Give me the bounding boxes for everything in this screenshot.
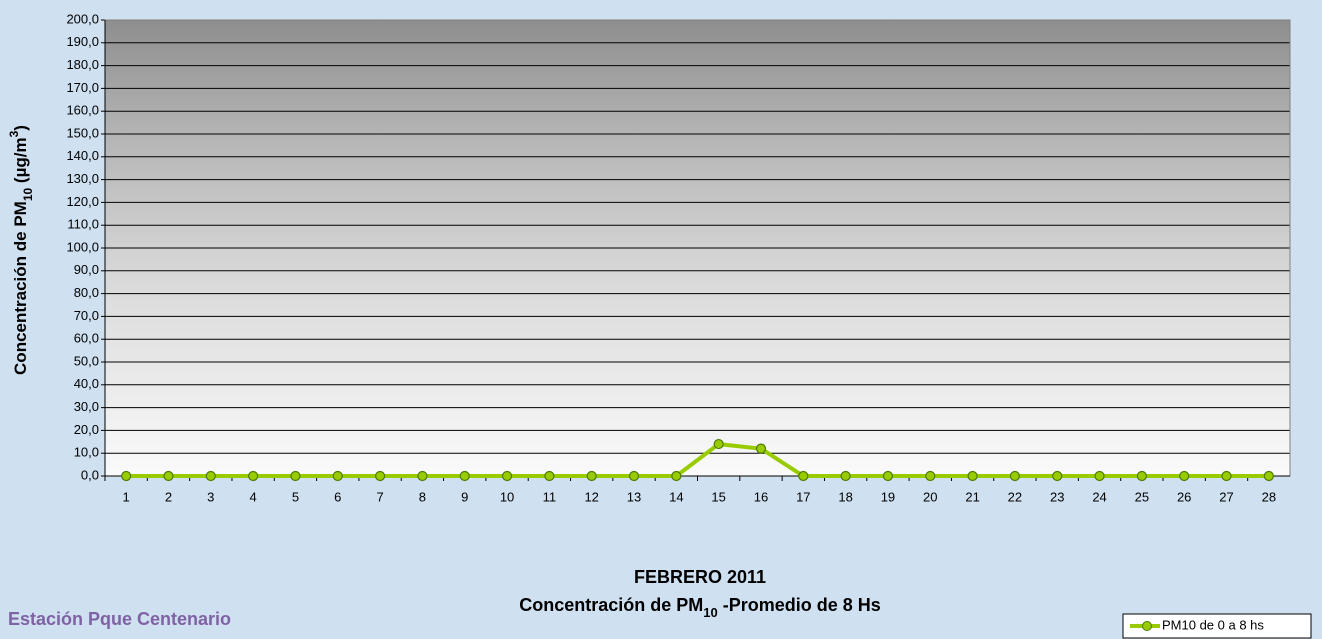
data-point — [883, 472, 892, 481]
data-point — [122, 472, 131, 481]
x-tick-label: 5 — [292, 489, 299, 504]
data-point — [968, 472, 977, 481]
x-tick-label: 19 — [881, 489, 895, 504]
y-tick-label: 50,0 — [74, 353, 99, 368]
data-point — [333, 472, 342, 481]
data-point — [1053, 472, 1062, 481]
y-tick-label: 100,0 — [66, 239, 99, 254]
x-tick-label: 26 — [1177, 489, 1191, 504]
data-point — [1010, 472, 1019, 481]
data-point — [1264, 472, 1273, 481]
y-tick-label: 40,0 — [74, 376, 99, 391]
data-point — [418, 472, 427, 481]
y-tick-label: 170,0 — [66, 80, 99, 95]
data-point — [672, 472, 681, 481]
x-tick-label: 24 — [1092, 489, 1106, 504]
y-tick-label: 190,0 — [66, 34, 99, 49]
page: Concentración de PM10 (µg/m3) FEBRERO 20… — [0, 0, 1322, 639]
data-point — [164, 472, 173, 481]
y-tick-label: 110,0 — [67, 217, 99, 232]
data-point — [926, 472, 935, 481]
x-tick-label: 6 — [334, 489, 341, 504]
title-part: -Promedio de 8 Hs — [718, 595, 881, 615]
x-tick-label: 2 — [165, 489, 172, 504]
x-tick-label: 21 — [965, 489, 979, 504]
x-tick-label: 11 — [543, 489, 557, 504]
x-tick-label: 12 — [584, 489, 598, 504]
y-tick-label: 150,0 — [66, 125, 99, 140]
y-tick-label: 80,0 — [74, 285, 99, 300]
x-tick-label: 8 — [419, 489, 426, 504]
y-label-part: Concentración de PM — [11, 201, 30, 375]
data-point — [1137, 472, 1146, 481]
x-tick-label: 3 — [207, 489, 214, 504]
data-point — [587, 472, 596, 481]
y-tick-label: 180,0 — [66, 57, 99, 72]
x-tick-label: 13 — [627, 489, 641, 504]
data-point — [291, 472, 300, 481]
station-label: Estación Pque Centenario — [8, 609, 231, 629]
x-tick-label: 23 — [1050, 489, 1064, 504]
x-tick-label: 16 — [754, 489, 768, 504]
chart-title: FEBRERO 2011 — [634, 567, 766, 587]
x-tick-label: 17 — [796, 489, 810, 504]
x-tick-label: 9 — [461, 489, 468, 504]
y-tick-label: 10,0 — [74, 445, 99, 460]
data-point — [460, 472, 469, 481]
data-point — [841, 472, 850, 481]
x-tick-label: 15 — [711, 489, 725, 504]
legend-marker — [1143, 622, 1152, 631]
x-tick-label: 28 — [1262, 489, 1276, 504]
data-point — [630, 472, 639, 481]
y-tick-label: 70,0 — [74, 308, 99, 323]
y-tick-label: 130,0 — [66, 171, 99, 186]
x-tick-label: 4 — [250, 489, 257, 504]
x-tick-label: 20 — [923, 489, 937, 504]
y-tick-label: 120,0 — [66, 194, 99, 209]
data-point — [1095, 472, 1104, 481]
x-tick-label: 27 — [1219, 489, 1233, 504]
y-label-part: (µg/m — [11, 137, 30, 187]
data-point — [714, 440, 723, 449]
y-label-part: ) — [11, 125, 30, 131]
data-point — [503, 472, 512, 481]
y-tick-label: 0,0 — [81, 467, 99, 482]
title-sub: 10 — [703, 605, 717, 620]
y-tick-label: 60,0 — [74, 331, 99, 346]
x-tick-label: 25 — [1135, 489, 1149, 504]
data-point — [206, 472, 215, 481]
x-tick-label: 10 — [500, 489, 514, 504]
chart: Concentración de PM10 (µg/m3) FEBRERO 20… — [0, 0, 1322, 639]
legend-label: PM10 de 0 a 8 hs — [1162, 617, 1264, 632]
data-point — [1180, 472, 1189, 481]
data-point — [756, 444, 765, 453]
y-tick-label: 160,0 — [66, 103, 99, 118]
data-point — [545, 472, 554, 481]
x-tick-label: 22 — [1008, 489, 1022, 504]
data-point — [799, 472, 808, 481]
x-tick-label: 1 — [123, 489, 130, 504]
x-tick-label: 18 — [838, 489, 852, 504]
data-point — [376, 472, 385, 481]
y-tick-label: 200,0 — [66, 11, 99, 26]
y-tick-label: 30,0 — [74, 399, 99, 414]
x-tick-label: 7 — [376, 489, 383, 504]
y-tick-label: 140,0 — [66, 148, 99, 163]
data-point — [249, 472, 258, 481]
y-tick-label: 20,0 — [74, 422, 99, 437]
y-tick-label: 90,0 — [74, 262, 99, 277]
y-label-sub: 10 — [21, 187, 35, 201]
title-part: Concentración de PM — [519, 595, 703, 615]
x-tick-label: 14 — [669, 489, 683, 504]
data-point — [1222, 472, 1231, 481]
